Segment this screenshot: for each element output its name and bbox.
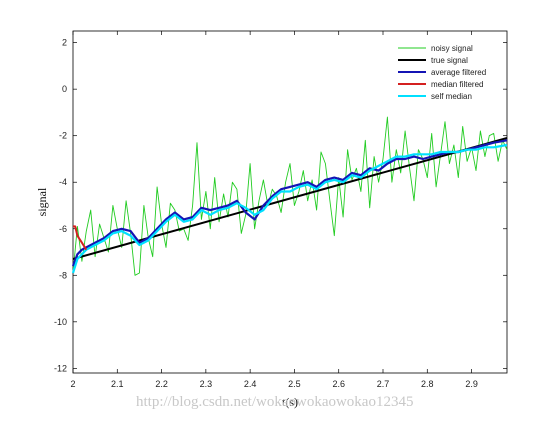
legend-label: noisy signal: [431, 44, 473, 53]
y-tick-label: -10: [54, 317, 67, 327]
legend: noisy signal true signal average filtered m…: [392, 40, 502, 102]
x-tick-label: 2: [70, 379, 75, 389]
y-tick-label: -12: [54, 363, 67, 373]
legend-label: self median: [431, 92, 472, 101]
y-tick-label: -4: [59, 177, 67, 187]
x-tick-label: 2.6: [332, 379, 345, 389]
x-tick-label: 2.1: [111, 379, 124, 389]
y-tick-label: 0: [62, 84, 67, 94]
x-axis-label: t(s): [282, 395, 298, 409]
x-tick-label: 2.5: [288, 379, 301, 389]
legend-label: average filtered: [431, 68, 486, 77]
y-tick-label: -2: [59, 131, 67, 141]
legend-label: median filtered: [431, 80, 483, 89]
series-line-noisy-signal: [72, 116, 508, 276]
series-line-median-filtered: [73, 225, 88, 251]
y-axis-label: signal: [35, 187, 49, 216]
x-tick-label: 2.7: [377, 379, 390, 389]
legend-label: true signal: [431, 56, 468, 65]
x-tick-label: 2.3: [200, 379, 213, 389]
x-tick-label: 2.4: [244, 379, 257, 389]
y-tick-label: -8: [59, 270, 67, 280]
series-line-average-filtered: [71, 139, 508, 267]
x-tick-label: 2.9: [465, 379, 478, 389]
x-tick-label: 2.8: [421, 379, 434, 389]
y-tick-label: -6: [59, 224, 67, 234]
series-layer: [71, 116, 508, 276]
x-tick-label: 2.2: [155, 379, 168, 389]
y-tick-label: 2: [62, 38, 67, 48]
watermark: http://blog.csdn.net/wokaowokaowokao1234…: [136, 394, 413, 410]
axis-ticks: 2 2.1 2.2 2.3 2.4 2.5 2.6 2.7 2.8 2.9 2 0 -2 -4 -6 -8 -1…: [54, 31, 507, 389]
series-line-self-median: [71, 143, 508, 274]
